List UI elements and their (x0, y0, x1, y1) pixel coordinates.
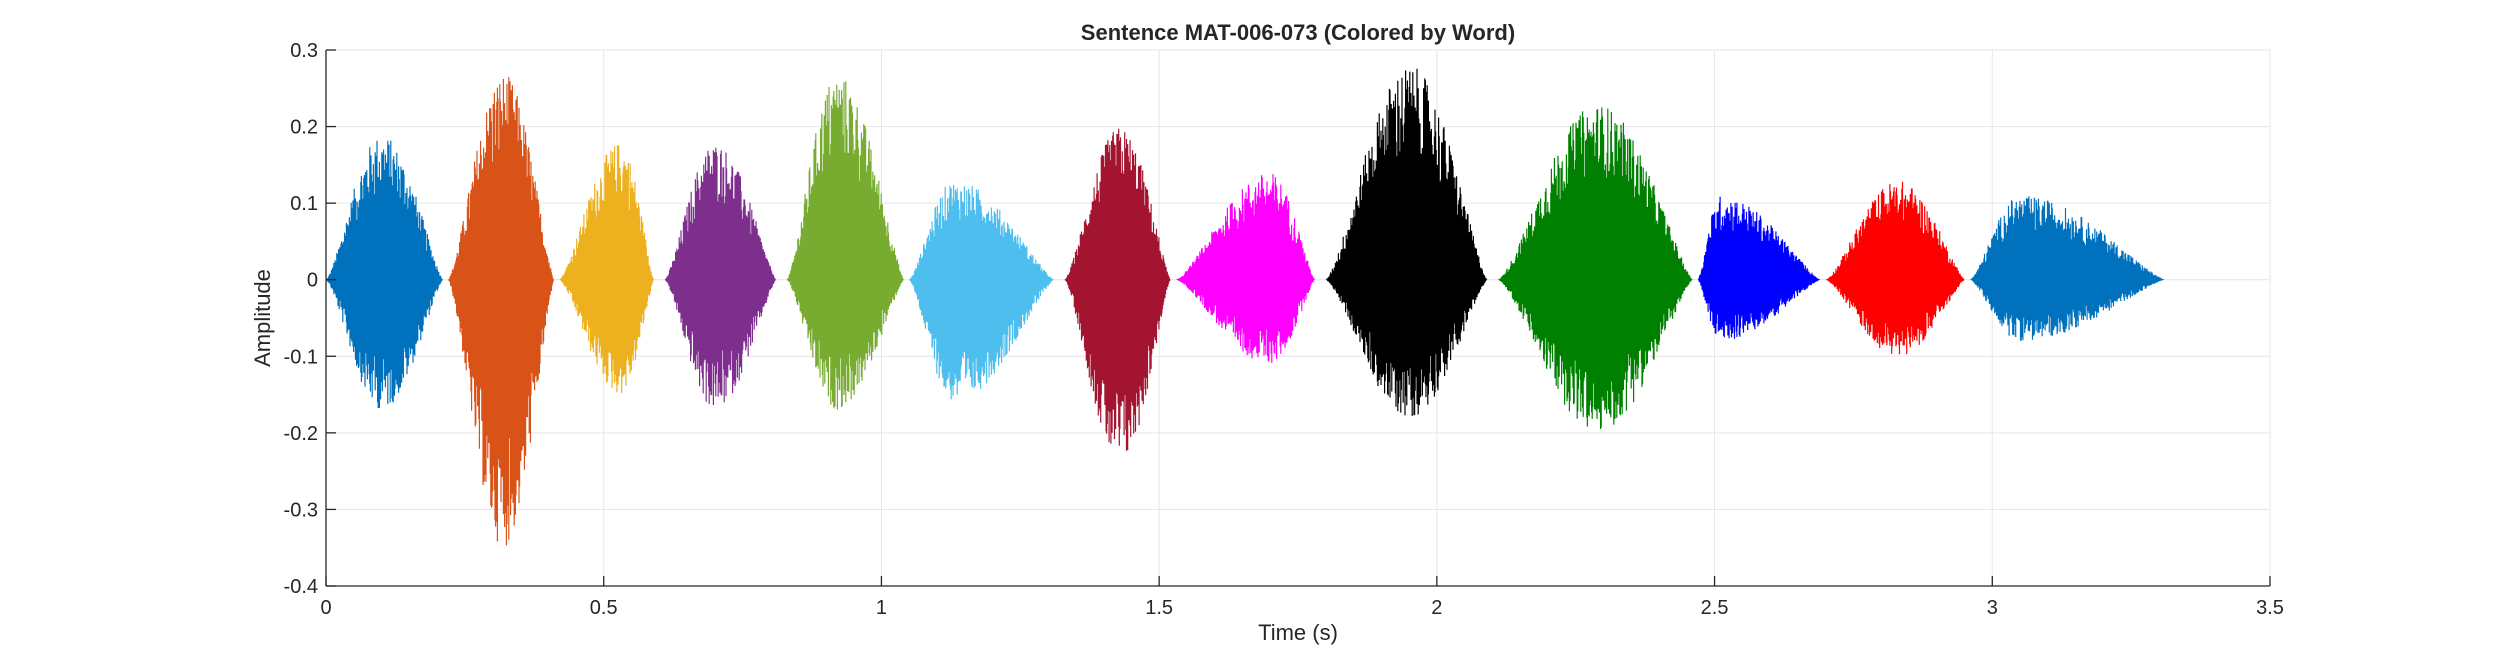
axes: 0 0.5 1 1.5 2 2.5 3 3.5 -0.4 -0.3 -0.2 -0.1 0 0.1 0.2 0… (284, 40, 2284, 619)
y-tick-label: 0.2 (290, 117, 318, 139)
chart-title: Sentence MAT-006-073 (Colored by Word) (1081, 20, 1515, 45)
y-tick-label: 0.1 (290, 193, 318, 215)
x-tick-label: 3.5 (2256, 597, 2284, 619)
y-axis-label: Amplitude (250, 269, 275, 367)
x-tick-label: 1.5 (1145, 597, 1173, 619)
series-layer (326, 68, 2165, 546)
word-segment-5 (787, 81, 904, 410)
word-segment-9 (1325, 68, 1488, 416)
word-segment-13 (1970, 196, 2165, 341)
word-segment-12 (1825, 181, 1965, 355)
word-segment-11 (1697, 196, 1821, 339)
x-tick-label: 0 (320, 597, 331, 619)
y-tick-label: 0 (307, 270, 318, 292)
plot-area (326, 50, 2270, 586)
x-tick-label: 1 (876, 597, 887, 619)
word-segment-7 (1064, 128, 1171, 451)
y-tick-label: -0.1 (284, 346, 318, 368)
word-segment-4 (664, 147, 777, 405)
y-tick-label: 0.3 (290, 40, 318, 62)
y-tick-label: -0.3 (284, 499, 318, 521)
word-segment-1 (326, 140, 443, 409)
x-tick-label: 2.5 (1701, 597, 1729, 619)
x-tick-label: 3 (1987, 597, 1998, 619)
word-segment-10 (1498, 107, 1693, 429)
x-tick-label: 0.5 (590, 597, 618, 619)
word-segment-3 (559, 145, 655, 393)
y-tick-label: -0.2 (284, 423, 318, 445)
x-tick-label: 2 (1431, 597, 1442, 619)
word-segment-8 (1175, 174, 1315, 363)
y-tick-label: -0.4 (284, 576, 318, 598)
word-segment-2 (448, 77, 554, 546)
word-segment-6 (909, 185, 1054, 400)
x-axis-label: Time (s) (1258, 620, 1338, 645)
